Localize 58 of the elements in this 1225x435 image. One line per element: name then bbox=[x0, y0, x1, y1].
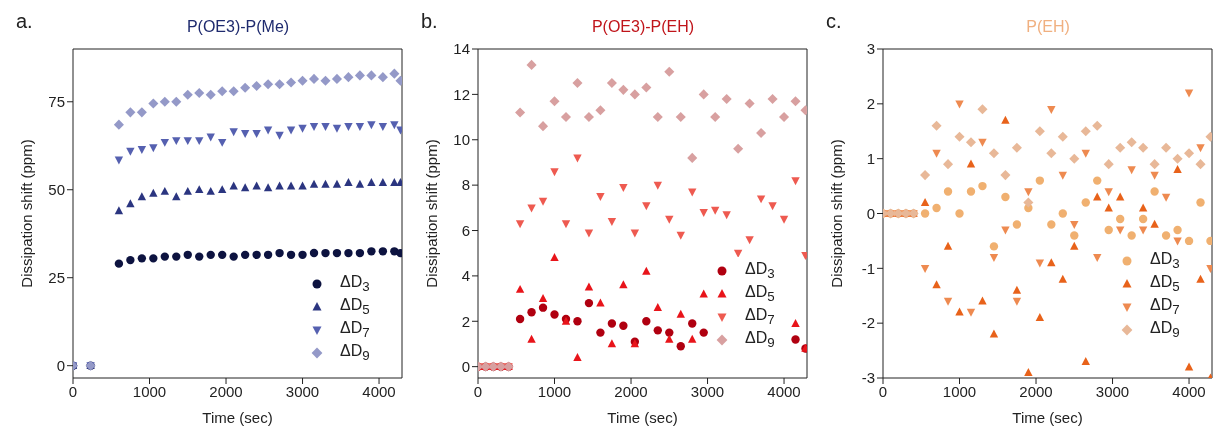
legend-label: ΔD$_{3}$ bbox=[339, 272, 370, 295]
y-tick-label: 12 bbox=[453, 85, 470, 103]
y-tick-label: 8 bbox=[461, 176, 470, 194]
y-tick-label: 75 bbox=[48, 93, 65, 111]
legend-label: ΔD$_{5}$ bbox=[744, 282, 775, 305]
x-tick-label: 3000 bbox=[1095, 382, 1130, 400]
y-tick-label: 50 bbox=[48, 181, 65, 199]
y-tick-label: 0 bbox=[866, 204, 875, 222]
chart-title: P(OE3)-P(EH) bbox=[590, 18, 696, 36]
x-axis-title: Time (sec) bbox=[1012, 409, 1083, 426]
legend-label: ΔD$_{7}$ bbox=[1149, 295, 1180, 318]
x-tick-label: 3000 bbox=[690, 382, 725, 400]
y-axis-title: Dissipation shift (ppm) bbox=[423, 139, 441, 288]
y-tick-label: 10 bbox=[453, 131, 470, 149]
legend-label: ΔD$_{9}$ bbox=[744, 328, 775, 351]
legend-label: ΔD$_{3}$ bbox=[744, 259, 775, 282]
text: b. bbox=[421, 10, 438, 33]
x-tick-label: 0 bbox=[68, 382, 78, 400]
y-axis-title: Dissipation shift (ppm) bbox=[828, 139, 846, 288]
x-tick-label: 4000 bbox=[767, 382, 801, 400]
y-tick-label: -1 bbox=[861, 259, 875, 277]
y-tick-label: 6 bbox=[461, 221, 470, 239]
legend-label: ΔD$_{7}$ bbox=[744, 305, 775, 328]
x-tick-label: 1000 bbox=[537, 382, 572, 400]
y-tick-label: -3 bbox=[861, 369, 875, 387]
x-tick-label: 1000 bbox=[132, 382, 167, 400]
x-tick-label: 4000 bbox=[362, 382, 396, 400]
x-tick-label: 3000 bbox=[285, 382, 320, 400]
legend-label: ΔD$_{9}$ bbox=[339, 341, 370, 364]
x-tick-label: 1000 bbox=[942, 382, 977, 400]
y-tick-label: 2 bbox=[461, 312, 470, 330]
legend-label: ΔD$_{9}$ bbox=[1149, 318, 1180, 341]
x-tick-label: 2000 bbox=[209, 382, 243, 400]
x-tick-label: 4000 bbox=[1172, 382, 1206, 400]
chart-title: P(EH) bbox=[1025, 18, 1071, 36]
legend-label: ΔD$_{5}$ bbox=[339, 295, 370, 318]
y-tick-label: 14 bbox=[453, 40, 470, 58]
legend-label: ΔD$_{5}$ bbox=[1149, 272, 1180, 295]
text: c. bbox=[826, 10, 842, 33]
x-tick-label: 2000 bbox=[1019, 382, 1053, 400]
y-tick-label: 3 bbox=[866, 40, 875, 58]
y-tick-label: 25 bbox=[48, 269, 65, 287]
legend-label: ΔD$_{3}$ bbox=[1149, 249, 1180, 272]
x-tick-label: 0 bbox=[878, 382, 888, 400]
x-axis-title: Time (sec) bbox=[202, 409, 273, 426]
x-axis-title: Time (sec) bbox=[607, 409, 678, 426]
y-tick-label: 1 bbox=[866, 149, 875, 167]
y-tick-label: -2 bbox=[861, 314, 875, 332]
x-tick-label: 0 bbox=[473, 382, 483, 400]
x-tick-label: 2000 bbox=[614, 382, 648, 400]
text: a. bbox=[16, 10, 33, 33]
legend-label: ΔD$_{7}$ bbox=[339, 318, 370, 341]
y-tick-label: 4 bbox=[461, 267, 470, 285]
y-axis-title: Dissipation shift (ppm) bbox=[18, 139, 36, 288]
chart-title: P(OE3)-P(Me) bbox=[185, 18, 291, 36]
y-tick-label: 0 bbox=[56, 357, 65, 375]
y-tick-label: 0 bbox=[461, 357, 470, 375]
y-tick-label: 2 bbox=[866, 95, 875, 113]
